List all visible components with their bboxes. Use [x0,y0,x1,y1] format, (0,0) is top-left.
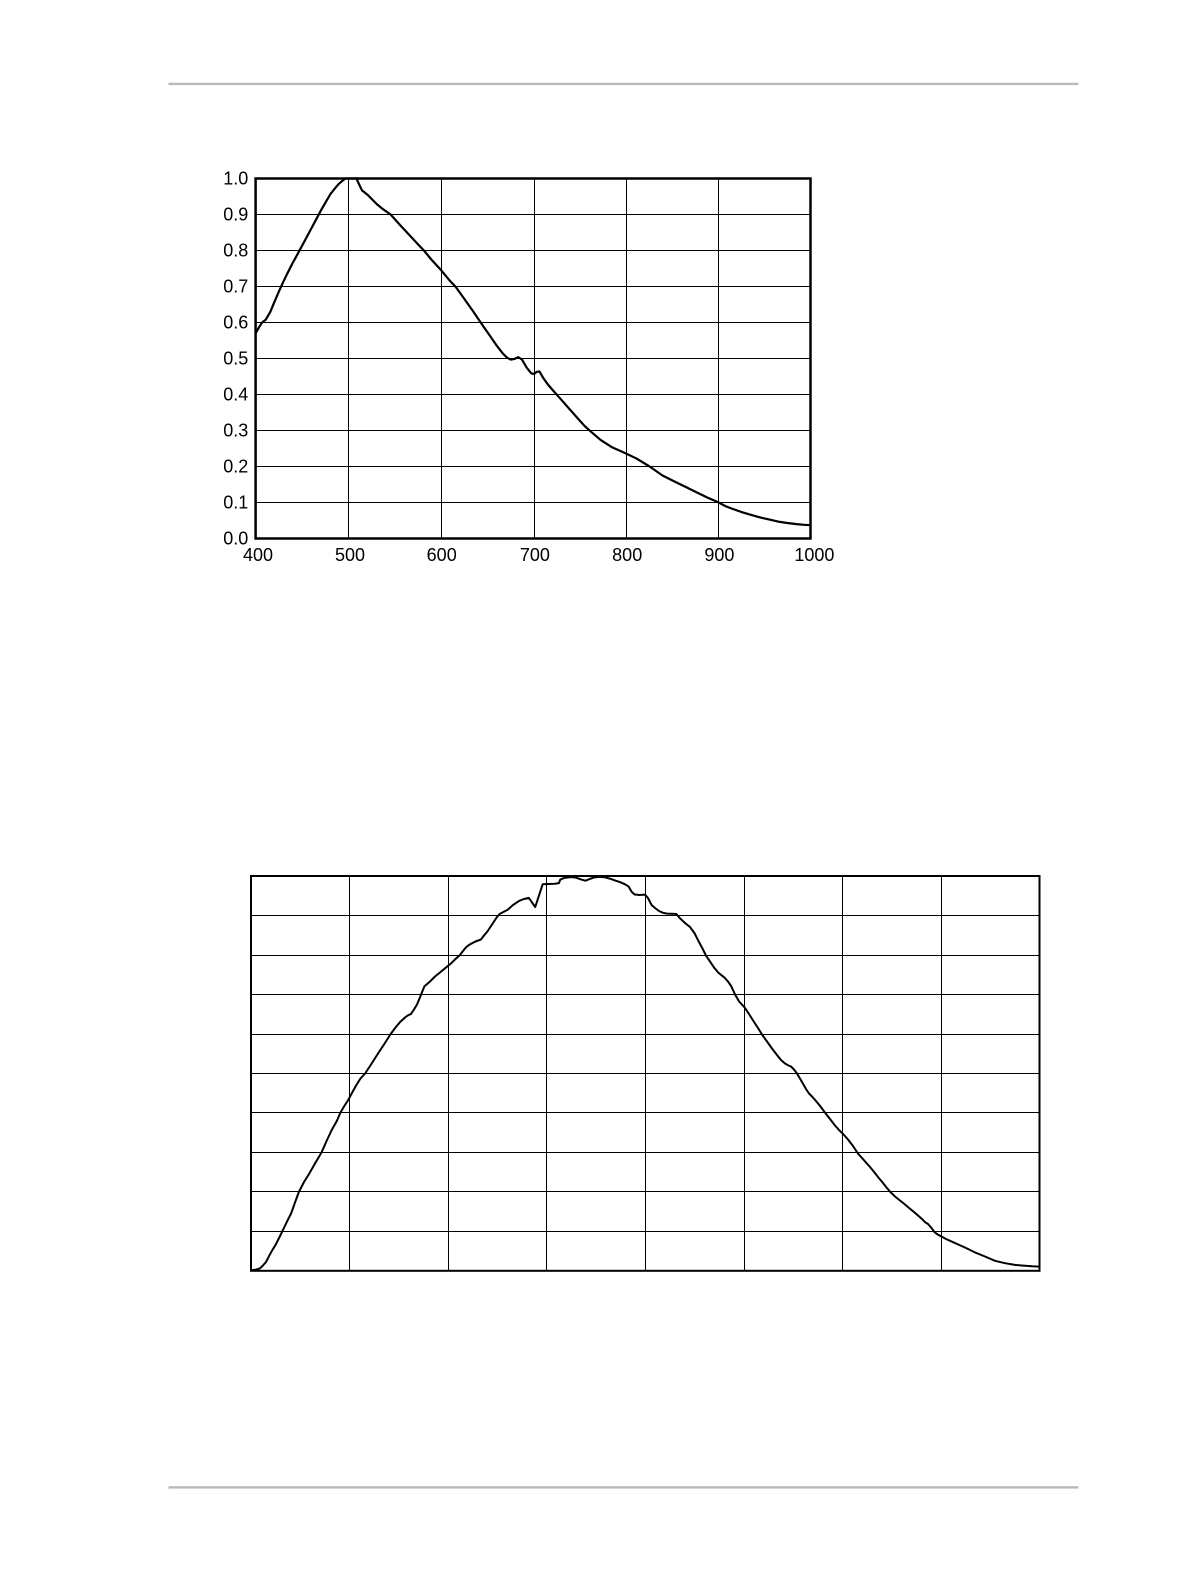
svg-text:500: 500 [335,545,365,565]
svg-text:0.4: 0.4 [223,385,248,405]
svg-text:0.6: 0.6 [223,313,248,333]
svg-text:0.8: 0.8 [223,241,248,261]
svg-text:600: 600 [427,545,457,565]
svg-text:0.3: 0.3 [223,421,248,441]
svg-text:1000: 1000 [794,545,834,565]
svg-text:0.1: 0.1 [223,493,248,513]
svg-text:700: 700 [520,545,550,565]
svg-text:400: 400 [243,545,273,565]
svg-text:0.0: 0.0 [223,529,248,549]
svg-text:0.2: 0.2 [223,457,248,477]
svg-text:800: 800 [612,545,642,565]
svg-text:0.7: 0.7 [223,277,248,297]
svg-text:1.0: 1.0 [223,169,248,189]
svg-text:0.9: 0.9 [223,205,248,225]
svg-text:0.5: 0.5 [223,349,248,369]
svg-text:900: 900 [704,545,734,565]
